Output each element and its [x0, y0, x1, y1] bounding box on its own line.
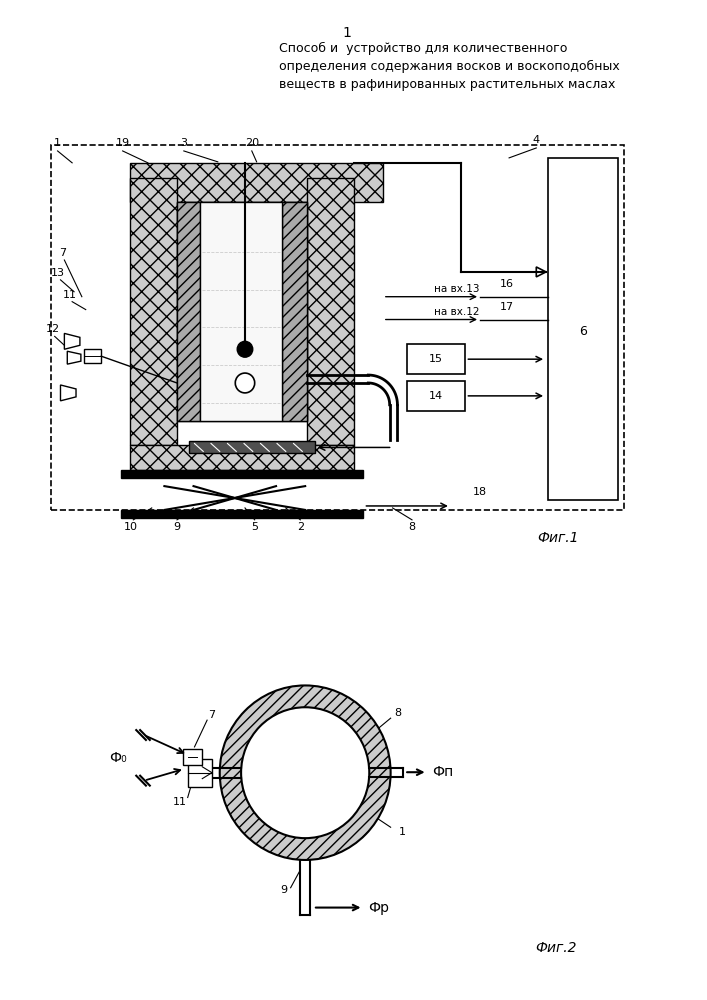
Bar	[121, 510, 363, 518]
Text: 13: 13	[51, 268, 64, 278]
Text: 8: 8	[409, 522, 416, 532]
Bar	[177, 202, 307, 421]
Bar	[130, 445, 354, 470]
Circle shape	[241, 707, 369, 838]
Polygon shape	[64, 333, 80, 349]
Polygon shape	[61, 385, 76, 401]
Bar	[177, 202, 200, 421]
Text: 6: 6	[579, 325, 587, 338]
Text: 9: 9	[173, 522, 180, 532]
Text: 7: 7	[209, 710, 216, 720]
Text: 12: 12	[46, 324, 60, 334]
Text: 4: 4	[533, 135, 540, 145]
Text: Фиг.1: Фиг.1	[537, 531, 578, 545]
Text: 1: 1	[342, 26, 351, 40]
Text: 11: 11	[63, 290, 77, 300]
Polygon shape	[67, 351, 81, 364]
Text: 19: 19	[115, 138, 129, 148]
Bar	[407, 381, 465, 411]
Text: 5: 5	[251, 522, 258, 532]
Text: Фп: Фп	[433, 765, 454, 779]
Bar	[183, 749, 202, 765]
Bar	[130, 178, 177, 445]
Bar	[121, 470, 363, 478]
Bar	[187, 759, 212, 787]
Text: 15: 15	[429, 354, 443, 364]
Circle shape	[235, 373, 255, 393]
Text: на вх.13: на вх.13	[435, 284, 480, 294]
Bar	[130, 163, 383, 202]
Text: 20: 20	[245, 138, 259, 148]
Text: 18: 18	[473, 487, 487, 497]
Text: 17: 17	[499, 302, 513, 312]
Text: 11: 11	[173, 797, 187, 807]
Bar	[189, 441, 315, 453]
Text: 1: 1	[54, 138, 61, 148]
Bar	[407, 344, 465, 374]
Text: 8: 8	[394, 708, 401, 718]
Bar	[548, 158, 618, 500]
Text: 14: 14	[429, 391, 443, 401]
Text: Способ и  устройство для количественного
определения содержания восков и воскопо: Способ и устройство для количественного …	[279, 42, 620, 91]
Text: 2: 2	[297, 522, 304, 532]
Text: на вх.12: на вх.12	[435, 307, 480, 317]
Bar	[307, 178, 354, 445]
Text: 10: 10	[124, 522, 137, 532]
Circle shape	[220, 685, 391, 860]
Bar	[200, 202, 282, 421]
Text: 16: 16	[499, 279, 513, 289]
Text: 9: 9	[280, 885, 287, 895]
Circle shape	[238, 341, 252, 357]
Text: Фиг.2: Фиг.2	[535, 941, 576, 955]
Text: Ф₀: Ф₀	[109, 751, 127, 765]
Text: 1: 1	[399, 827, 406, 837]
Text: Фр: Фр	[368, 901, 390, 915]
Bar	[84, 349, 101, 363]
Bar	[51, 145, 624, 510]
Text: 3: 3	[180, 138, 187, 148]
Bar	[282, 202, 307, 421]
Text: 7: 7	[59, 248, 66, 258]
